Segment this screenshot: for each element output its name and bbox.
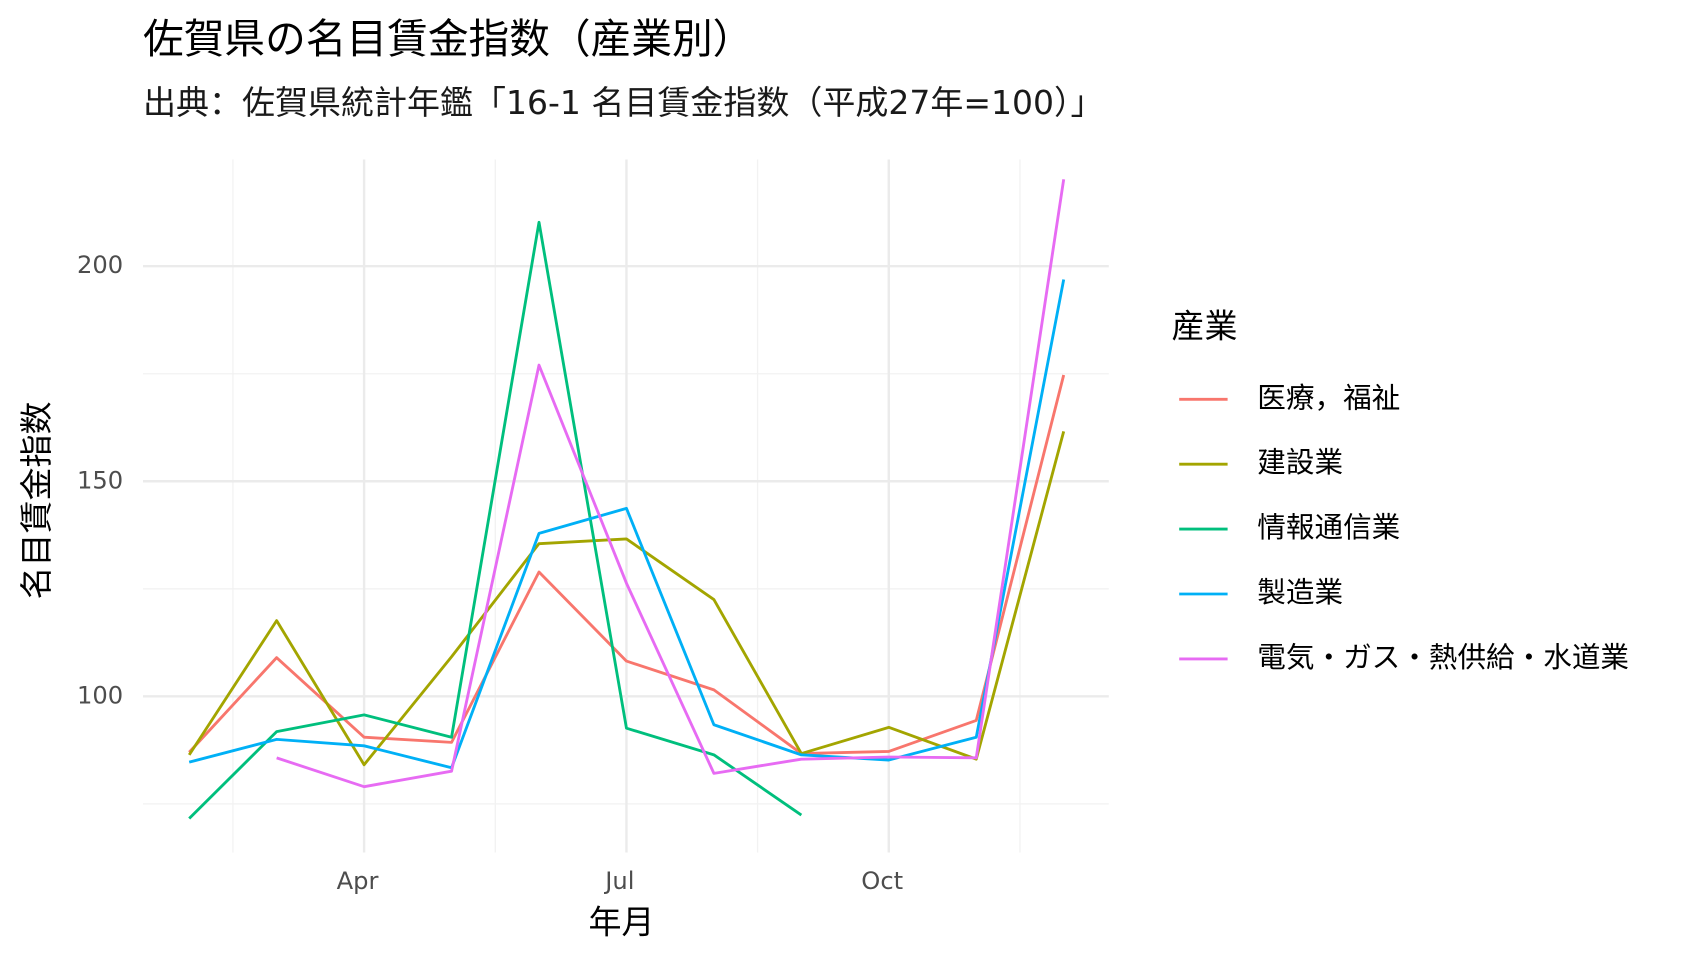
legend-label: 電気・ガス・熱供給・水道業 <box>1257 640 1629 674</box>
y-tick-label: 200 <box>77 251 123 279</box>
legend-label: 医療，福祉 <box>1257 380 1400 414</box>
x-tick-label: Apr <box>337 867 379 895</box>
x-tick-label: Oct <box>861 867 903 895</box>
series-line <box>276 179 1066 789</box>
series-line <box>188 279 1066 770</box>
series-line <box>188 220 803 820</box>
chart-subtitle: 出典：佐賀県統計年鑑「16-1 名目賃金指数（平成27年=100）」 <box>143 83 1104 122</box>
series-line <box>188 374 1066 755</box>
series-line <box>188 430 1066 767</box>
y-tick-label: 100 <box>77 681 123 709</box>
y-axis-title: 名目賃金指数 <box>17 402 56 600</box>
chart-body: 佐賀県の名目賃金指数（産業別） 出典：佐賀県統計年鑑「16-1 名目賃金指数（平… <box>17 15 1629 942</box>
legend-label: 情報通信業 <box>1257 510 1400 544</box>
y-tick-label: 150 <box>77 466 123 494</box>
x-axis-title: 年月 <box>589 903 655 942</box>
x-tick-label: Jul <box>603 867 634 895</box>
chart-title: 佐賀県の名目賃金指数（産業別） <box>143 15 753 63</box>
grid <box>143 159 1109 853</box>
legend-title: 産業 <box>1172 306 1238 345</box>
legend-label: 製造業 <box>1257 575 1343 609</box>
legend-label: 建設業 <box>1257 445 1343 479</box>
